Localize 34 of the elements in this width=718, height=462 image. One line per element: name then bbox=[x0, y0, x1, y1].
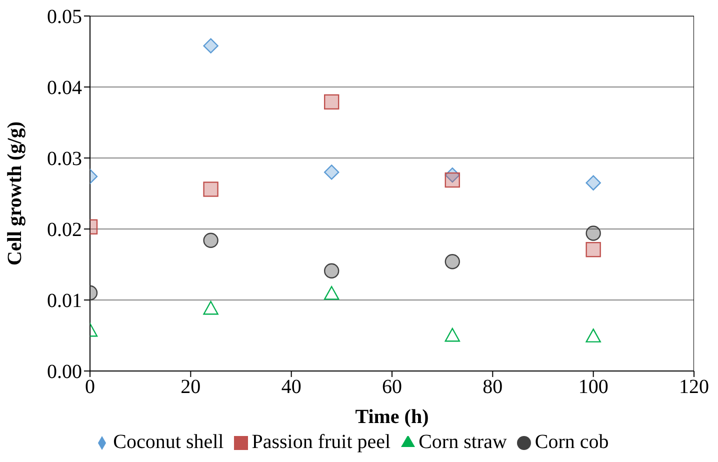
point bbox=[324, 263, 340, 278]
point bbox=[324, 94, 340, 110]
point bbox=[324, 286, 340, 300]
legend-label: Corn straw bbox=[418, 431, 507, 453]
point bbox=[203, 182, 218, 197]
point bbox=[586, 242, 601, 258]
y-tick-label: 0.00 bbox=[47, 361, 82, 384]
point bbox=[444, 328, 460, 342]
x-tick-label: 60 bbox=[382, 376, 402, 398]
legend-label: Corn cob bbox=[534, 431, 609, 453]
point bbox=[586, 175, 601, 190]
point bbox=[444, 254, 460, 270]
x-axis-title: Time (h) bbox=[355, 406, 429, 428]
y-tick-label: 0.05 bbox=[47, 6, 82, 28]
point bbox=[586, 328, 601, 342]
x-tick-label: 100 bbox=[578, 376, 608, 398]
point bbox=[203, 232, 218, 248]
point bbox=[203, 300, 218, 315]
x-tick-label: 20 bbox=[180, 376, 201, 398]
point bbox=[586, 226, 601, 241]
x-tick-label: 40 bbox=[281, 376, 302, 398]
legend-label: Passion fruit peel bbox=[252, 431, 391, 453]
x-tick-label: 0 bbox=[85, 376, 95, 398]
point bbox=[324, 164, 340, 180]
y-tick-label: 0.01 bbox=[47, 290, 82, 312]
point bbox=[203, 38, 218, 54]
point bbox=[444, 172, 460, 188]
y-axis-title: Cell growth (g/g) bbox=[4, 121, 26, 266]
x-tick-label: 120 bbox=[679, 376, 709, 398]
y-tick-label: 0.02 bbox=[47, 219, 82, 242]
y-tick-label: 0.03 bbox=[47, 148, 82, 170]
x-tick-label: 80 bbox=[482, 376, 503, 398]
legend-label: Coconut shell bbox=[113, 431, 224, 453]
y-tick-label: 0.04 bbox=[47, 77, 82, 100]
